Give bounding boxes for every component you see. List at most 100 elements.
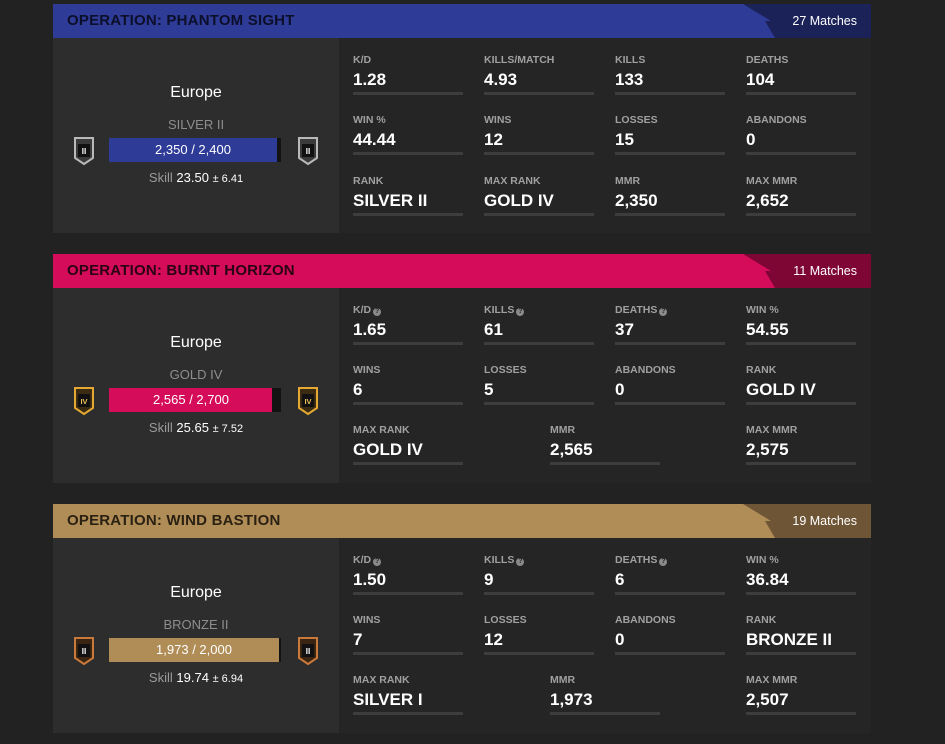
- stat-max-rank: MAX RANK GOLD IV: [484, 175, 594, 216]
- svg-text:II: II: [82, 147, 86, 156]
- help-icon[interactable]: ?: [659, 308, 668, 316]
- season-card: OPERATION: BURNT HORIZON 11 Matches Euro…: [53, 254, 871, 483]
- stat-rank: RANK GOLD IV: [746, 364, 856, 405]
- skill-value: 23.50: [176, 170, 209, 185]
- matches-count: 19 Matches: [792, 514, 857, 528]
- rank-name: BRONZE II: [163, 617, 229, 632]
- help-icon[interactable]: ?: [373, 308, 382, 316]
- stat-win-percent: WIN % 54.55: [746, 304, 856, 345]
- mmr-progress-fill: [109, 638, 279, 662]
- skill-rating: Skill 23.50 ± 6.41: [53, 170, 339, 185]
- rank-panel: Europe SILVER II II 2,350 / 2,400 II Ski…: [53, 38, 339, 233]
- season-header: OPERATION: PHANTOM SIGHT 27 Matches: [53, 4, 871, 38]
- stat-losses: LOSSES 5: [484, 364, 594, 405]
- stat-abandons: ABANDONS 0: [615, 364, 725, 405]
- bronze-rank-icon: II: [74, 637, 94, 666]
- season-header: OPERATION: WIND BASTION 19 Matches: [53, 504, 871, 538]
- mmr-progress-fill: [109, 138, 278, 162]
- stats-grid: K/D? 1.50 KILLS? 9 DEATHS? 6 WIN % 36.84…: [339, 538, 871, 733]
- svg-text:IV: IV: [80, 397, 87, 406]
- stat-wins: WINS 6: [353, 364, 463, 405]
- bronze-rank-icon: II: [298, 637, 318, 666]
- stat-kills-per-match: KILLS/MATCH 4.93: [484, 54, 594, 95]
- stat-kills: KILLS? 61: [484, 304, 594, 345]
- stat-win-percent: WIN % 36.84: [746, 554, 856, 595]
- stat-losses: LOSSES 15: [615, 114, 725, 155]
- stat-wins: WINS 7: [353, 614, 463, 655]
- stat-kills: KILLS 133: [615, 54, 725, 95]
- stat-deaths: DEATHS? 37: [615, 304, 725, 345]
- skill-deviation: ± 6.94: [212, 673, 244, 685]
- season-header: OPERATION: BURNT HORIZON 11 Matches: [53, 254, 871, 288]
- season-header-wedge: [743, 254, 871, 288]
- skill-value: 25.65: [176, 420, 209, 435]
- season-card: OPERATION: PHANTOM SIGHT 27 Matches Euro…: [53, 4, 871, 233]
- stat-mmr: MMR 1,973: [550, 674, 660, 715]
- region-label: Europe: [170, 584, 222, 601]
- stat-rank: RANK SILVER II: [353, 175, 463, 216]
- rank-name: SILVER II: [167, 117, 225, 132]
- skill-rating: Skill 25.65 ± 7.52: [53, 420, 339, 435]
- stat-abandons: ABANDONS 0: [746, 114, 856, 155]
- stats-grid: K/D 1.28 KILLS/MATCH 4.93 KILLS 133 DEAT…: [339, 38, 871, 233]
- mmr-progress-text: 2,350 / 2,400: [155, 142, 231, 157]
- stat-kd: K/D? 1.50: [353, 554, 463, 595]
- skill-label: Skill: [148, 420, 173, 435]
- gold-rank-icon: IV: [74, 387, 94, 416]
- rank-panel: Europe BRONZE II II 1,973 / 2,000 II Ski…: [53, 538, 339, 733]
- svg-text:II: II: [82, 647, 86, 656]
- matches-count: 11 Matches: [793, 264, 857, 278]
- silver-rank-icon: II: [74, 137, 94, 166]
- svg-text:II: II: [306, 147, 310, 156]
- svg-text:IV: IV: [304, 397, 311, 406]
- stat-rank: RANK BRONZE II: [746, 614, 856, 655]
- silver-rank-icon: II: [298, 137, 318, 166]
- stat-max-mmr: MAX MMR 2,652: [746, 175, 856, 216]
- skill-deviation: ± 7.52: [212, 423, 244, 435]
- stat-win-percent: WIN % 44.44: [353, 114, 463, 155]
- mmr-progress-text: 2,565 / 2,700: [153, 392, 229, 407]
- season-title: OPERATION: PHANTOM SIGHT: [67, 12, 295, 29]
- skill-deviation: ± 6.41: [212, 173, 244, 185]
- stat-kd: K/D? 1.65: [353, 304, 463, 345]
- rank-name: GOLD IV: [169, 367, 223, 382]
- stat-kills: KILLS? 9: [484, 554, 594, 595]
- help-icon[interactable]: ?: [516, 558, 525, 566]
- rank-panel: Europe GOLD IV IV 2,565 / 2,700 IV Skill…: [53, 288, 339, 483]
- stat-kd: K/D 1.28: [353, 54, 463, 95]
- help-icon[interactable]: ?: [373, 558, 382, 566]
- season-header-wedge: [743, 4, 871, 38]
- mmr-progress-bar: 2,565 / 2,700: [109, 388, 281, 412]
- gold-rank-icon: IV: [298, 387, 318, 416]
- skill-value: 19.74: [176, 670, 209, 685]
- season-card: OPERATION: WIND BASTION 19 Matches Europ…: [53, 504, 871, 733]
- skill-label: Skill: [148, 170, 173, 185]
- stat-max-rank: MAX RANK GOLD IV: [353, 424, 463, 465]
- stat-abandons: ABANDONS 0: [615, 614, 725, 655]
- stat-mmr: MMR 2,565: [550, 424, 660, 465]
- skill-rating: Skill 19.74 ± 6.94: [53, 670, 339, 685]
- season-title: OPERATION: BURNT HORIZON: [67, 262, 295, 279]
- stat-max-mmr: MAX MMR 2,575: [746, 424, 856, 465]
- help-icon[interactable]: ?: [659, 558, 668, 566]
- mmr-progress-bar: 1,973 / 2,000: [109, 638, 281, 662]
- matches-count: 27 Matches: [792, 14, 857, 28]
- svg-text:II: II: [306, 647, 310, 656]
- season-title: OPERATION: WIND BASTION: [67, 512, 281, 529]
- stat-deaths: DEATHS 104: [746, 54, 856, 95]
- stat-mmr: MMR 2,350: [615, 175, 725, 216]
- stat-losses: LOSSES 12: [484, 614, 594, 655]
- mmr-progress-text: 1,973 / 2,000: [156, 642, 232, 657]
- season-header-wedge: [743, 504, 871, 538]
- skill-label: Skill: [148, 670, 173, 685]
- help-icon[interactable]: ?: [516, 308, 525, 316]
- stat-max-rank: MAX RANK SILVER I: [353, 674, 463, 715]
- mmr-progress-fill: [109, 388, 273, 412]
- region-label: Europe: [170, 84, 222, 101]
- region-label: Europe: [170, 334, 222, 351]
- stat-deaths: DEATHS? 6: [615, 554, 725, 595]
- stat-max-mmr: MAX MMR 2,507: [746, 674, 856, 715]
- mmr-progress-bar: 2,350 / 2,400: [109, 138, 281, 162]
- stat-wins: WINS 12: [484, 114, 594, 155]
- stats-grid: K/D? 1.65 KILLS? 61 DEATHS? 37 WIN % 54.…: [339, 288, 871, 483]
